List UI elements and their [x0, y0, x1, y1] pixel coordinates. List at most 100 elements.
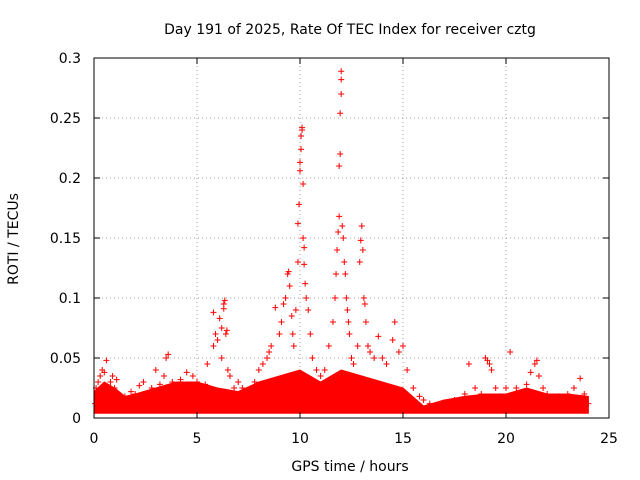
data-point: [484, 357, 491, 364]
data-point: [339, 223, 346, 229]
data-point: [357, 237, 364, 244]
data-point: [492, 385, 499, 391]
data-point: [189, 373, 196, 379]
data-point: [420, 397, 427, 403]
data-point: [105, 391, 112, 397]
data-point: [336, 163, 343, 169]
data-point: [301, 261, 308, 268]
data-point: [577, 375, 584, 382]
data-point: [103, 357, 110, 364]
data-point: [251, 379, 258, 385]
data-point: [216, 315, 223, 322]
data-point: [294, 259, 301, 265]
data-point: [235, 379, 242, 385]
data-point: [478, 391, 485, 397]
data-point: [266, 349, 273, 355]
data-point: [163, 355, 170, 361]
y-axis-label: ROTI / TECUs: [6, 193, 22, 285]
data-point: [395, 349, 402, 355]
grid: [94, 58, 609, 418]
data-point: [581, 391, 588, 397]
data-point: [121, 393, 128, 400]
data-point: [298, 133, 305, 139]
y-tick-label: 0.25: [50, 111, 81, 127]
data-point: [426, 400, 433, 407]
data-point: [132, 391, 139, 397]
data-point: [527, 369, 534, 376]
data-point: [544, 391, 551, 397]
data-point: [302, 280, 309, 287]
data-point: [321, 367, 328, 373]
data-point: [340, 235, 347, 241]
data-point: [222, 331, 229, 337]
data-point: [220, 305, 227, 312]
data-point: [173, 385, 180, 391]
data-point: [280, 301, 287, 307]
data-point: [333, 271, 340, 277]
data-point: [297, 159, 303, 166]
data-point: [226, 373, 233, 379]
data-point: [556, 393, 563, 400]
data-point: [282, 295, 289, 301]
x-tick-label: 0: [90, 431, 99, 447]
data-point: [307, 331, 314, 337]
data-point: [305, 307, 312, 313]
data-point: [367, 349, 374, 355]
data-point: [338, 68, 345, 75]
data-point: [379, 355, 386, 361]
data-point: [354, 343, 361, 349]
data-point: [585, 400, 592, 407]
data-point: [224, 367, 231, 373]
data-point: [350, 361, 357, 367]
data-point: [128, 388, 135, 395]
roti-density-band: [93, 369, 589, 414]
data-point: [221, 297, 228, 304]
data-point: [523, 381, 530, 388]
data-point: [346, 331, 353, 337]
data-point: [95, 379, 102, 385]
data-point: [343, 295, 350, 301]
y-tick-label: 0.1: [59, 291, 81, 307]
y-tick-label: 0.05: [50, 351, 81, 367]
data-point: [268, 343, 275, 349]
data-point: [348, 355, 355, 361]
data-point: [272, 304, 279, 311]
data-point: [531, 361, 538, 367]
y-tick-label: 0.15: [50, 231, 81, 247]
data-point: [486, 361, 493, 367]
data-point: [295, 201, 302, 208]
data-point: [165, 351, 172, 358]
data-point: [294, 220, 301, 227]
data-point: [519, 391, 526, 397]
data-point: [101, 369, 108, 376]
data-point: [329, 319, 336, 325]
x-tick-label: 25: [600, 431, 618, 447]
y-tick-label: 0: [72, 411, 81, 427]
data-point: [335, 229, 342, 235]
data-point: [359, 247, 366, 253]
data-point: [111, 385, 118, 391]
data-point: [410, 385, 417, 391]
y-tick-label: 0.3: [59, 51, 81, 67]
data-point: [245, 391, 252, 397]
chart-title: Day 191 of 2025, Rate Of TEC Index for r…: [164, 22, 536, 38]
data-points: [92, 68, 592, 409]
data-point: [290, 343, 297, 349]
data-point: [337, 110, 344, 117]
data-point: [286, 283, 293, 289]
data-point: [344, 307, 351, 313]
data-point: [416, 393, 423, 400]
data-point: [289, 331, 296, 337]
data-point: [177, 376, 184, 383]
data-point: [362, 319, 369, 325]
data-point: [336, 213, 343, 220]
data-point: [144, 393, 151, 400]
data-point: [338, 76, 345, 83]
data-point: [389, 337, 396, 343]
data-point: [364, 343, 371, 349]
data-point: [358, 223, 365, 229]
data-point: [206, 385, 213, 391]
data-point: [371, 355, 378, 361]
data-point: [513, 385, 520, 391]
data-point: [152, 367, 159, 373]
